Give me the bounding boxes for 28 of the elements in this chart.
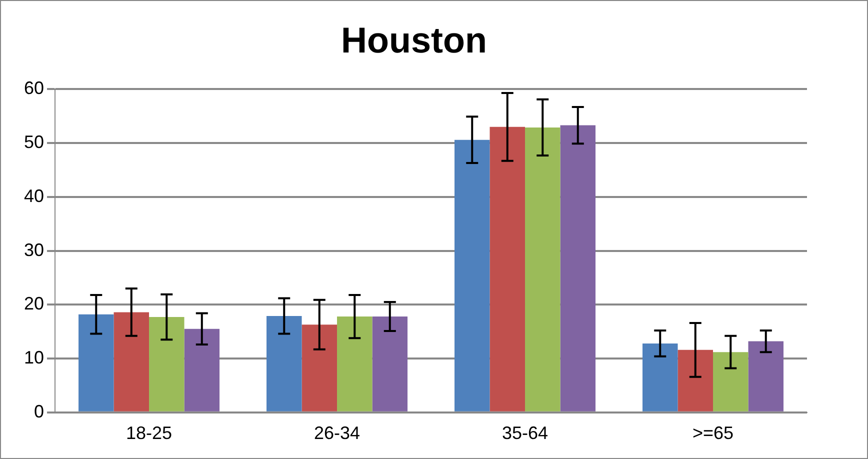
bar [302, 324, 338, 412]
y-tick-label: 30 [24, 240, 44, 260]
y-tick-label: 40 [24, 186, 44, 206]
x-tick-label: 26-34 [314, 423, 360, 444]
bar [372, 316, 408, 412]
x-tick-label: >=65 [692, 423, 734, 444]
bar [713, 352, 748, 412]
bar [266, 316, 302, 412]
bar [642, 343, 678, 412]
bar [337, 316, 372, 412]
y-tick-label: 50 [24, 132, 44, 152]
bar [149, 317, 184, 412]
bar [184, 328, 220, 412]
bar [78, 314, 114, 412]
x-tick-label: 35-64 [502, 423, 548, 444]
bar [454, 140, 490, 412]
bar [748, 341, 784, 412]
x-tick-label: 18-25 [126, 423, 172, 444]
bar [525, 127, 560, 412]
y-tick-label: 0 [34, 401, 44, 422]
bar [490, 126, 526, 412]
bar [678, 350, 714, 412]
chart-title: Houston [341, 20, 487, 61]
y-tick-label: 20 [24, 294, 44, 314]
bar [114, 312, 150, 412]
bar [560, 125, 596, 412]
y-tick-label: 60 [24, 78, 44, 98]
y-tick-label: 10 [24, 348, 44, 368]
